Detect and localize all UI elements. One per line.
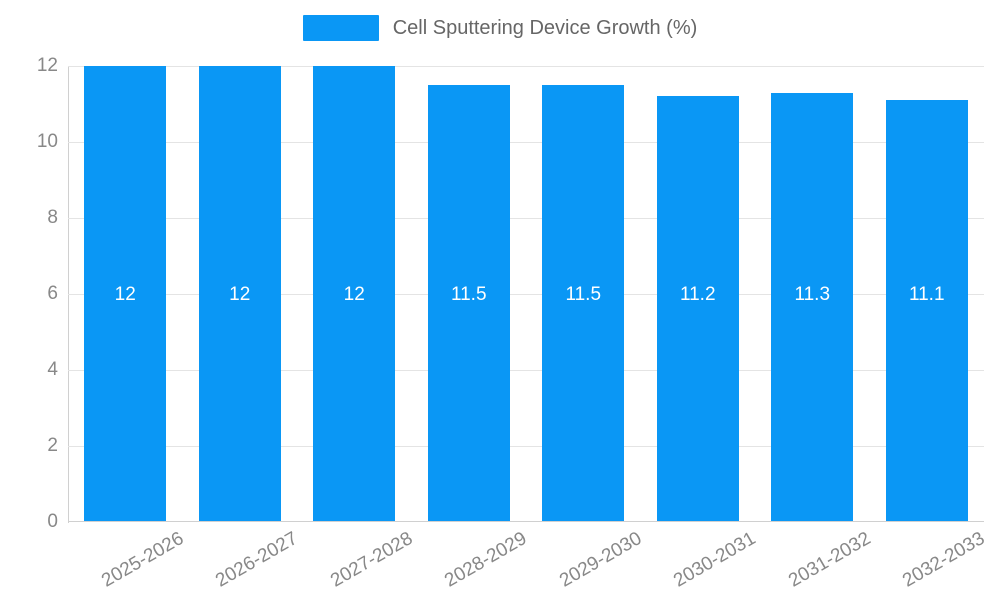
bar-2027-2028[interactable]: 12 <box>313 66 396 521</box>
bar-value-label: 11.1 <box>908 284 945 305</box>
x-tick-2026-2027: 2026-2027 <box>212 528 302 592</box>
gridline-4 <box>68 370 984 371</box>
bar-2030-2031[interactable]: 11.2 <box>656 96 739 521</box>
bar-group: 12 12 12 11.5 11.5 <box>68 66 984 521</box>
chart-legend: Cell Sputtering Device Growth (%) <box>0 8 1000 48</box>
x-tick-slot-0: 2025-2026 <box>68 524 187 600</box>
x-axis-line <box>68 521 984 522</box>
bar-value-label: 12 <box>343 284 365 305</box>
y-tick-0: 0 <box>47 511 58 532</box>
gridline-10 <box>68 142 984 143</box>
y-tick-12: 12 <box>36 55 58 76</box>
bar-slot-2030-2031: 11.2 <box>641 66 756 521</box>
gridline-2 <box>68 446 984 447</box>
y-tick-10: 10 <box>36 131 58 152</box>
x-tick-2028-2029: 2028-2029 <box>441 528 531 592</box>
x-tick-2030-2031: 2030-2031 <box>670 528 760 592</box>
x-tick-slot-6: 2031-2032 <box>755 524 874 600</box>
bar-value-label: 11.5 <box>565 284 602 305</box>
bar-2025-2026[interactable]: 12 <box>84 66 167 521</box>
y-tick-8: 8 <box>47 207 58 228</box>
bar-value-label: 11.3 <box>794 284 831 305</box>
gridline-6 <box>68 294 984 295</box>
bar-value-label: 11.5 <box>450 284 487 305</box>
x-tick-2025-2026: 2025-2026 <box>97 528 187 592</box>
y-axis-tick-labels: 0 2 4 6 8 10 12 <box>0 55 58 532</box>
bar-value-label: 12 <box>114 284 136 305</box>
x-tick-2031-2032: 2031-2032 <box>784 528 874 592</box>
bar-slot-2031-2032: 11.3 <box>755 66 870 521</box>
bar-2026-2027[interactable]: 12 <box>198 66 281 521</box>
gridline-12 <box>68 66 984 67</box>
legend-color-swatch <box>302 15 379 41</box>
y-tick-6: 6 <box>47 283 58 304</box>
x-tick-slot-3: 2028-2029 <box>412 524 530 600</box>
bar-slot-2026-2027: 12 <box>183 66 298 521</box>
bar-value-label: 11.2 <box>679 284 716 305</box>
legend-item-cell-sputtering-device-growth[interactable]: Cell Sputtering Device Growth (%) <box>302 15 698 41</box>
x-tick-slot-4: 2029-2030 <box>526 524 645 600</box>
bar-slot-2027-2028: 12 <box>297 66 412 521</box>
bar-2029-2030[interactable]: 11.5 <box>542 85 625 521</box>
x-tick-2027-2028: 2027-2028 <box>326 528 416 592</box>
x-tick-slot-1: 2026-2027 <box>183 524 301 600</box>
bar-slot-2028-2029: 11.5 <box>412 66 527 521</box>
legend-label: Cell Sputtering Device Growth (%) <box>392 16 698 39</box>
bar-slot-2025-2026: 12 <box>68 66 183 521</box>
x-tick-slot-2: 2027-2028 <box>297 524 416 600</box>
x-tick-2029-2030: 2029-2030 <box>555 528 645 592</box>
x-tick-2032-2033: 2032-2033 <box>899 528 989 592</box>
bar-2032-2033[interactable]: 11.1 <box>885 100 968 521</box>
x-tick-slot-7: 2032-2033 <box>870 524 988 600</box>
gridline-8 <box>68 218 984 219</box>
bar-slot-2029-2030: 11.5 <box>526 66 641 521</box>
plot-area: 12 12 12 11.5 11.5 <box>68 66 984 522</box>
x-tick-slot-5: 2030-2031 <box>641 524 759 600</box>
bar-value-label: 12 <box>229 284 251 305</box>
y-tick-2: 2 <box>47 435 58 456</box>
x-axis-tick-labels: 2025-2026 2026-2027 2027-2028 2028-2029 … <box>68 524 989 600</box>
y-tick-4: 4 <box>47 359 58 380</box>
bar-2031-2032[interactable]: 11.3 <box>771 93 854 521</box>
bar-2028-2029[interactable]: 11.5 <box>427 85 510 521</box>
bar-slot-2032-2033: 11.1 <box>870 66 985 521</box>
